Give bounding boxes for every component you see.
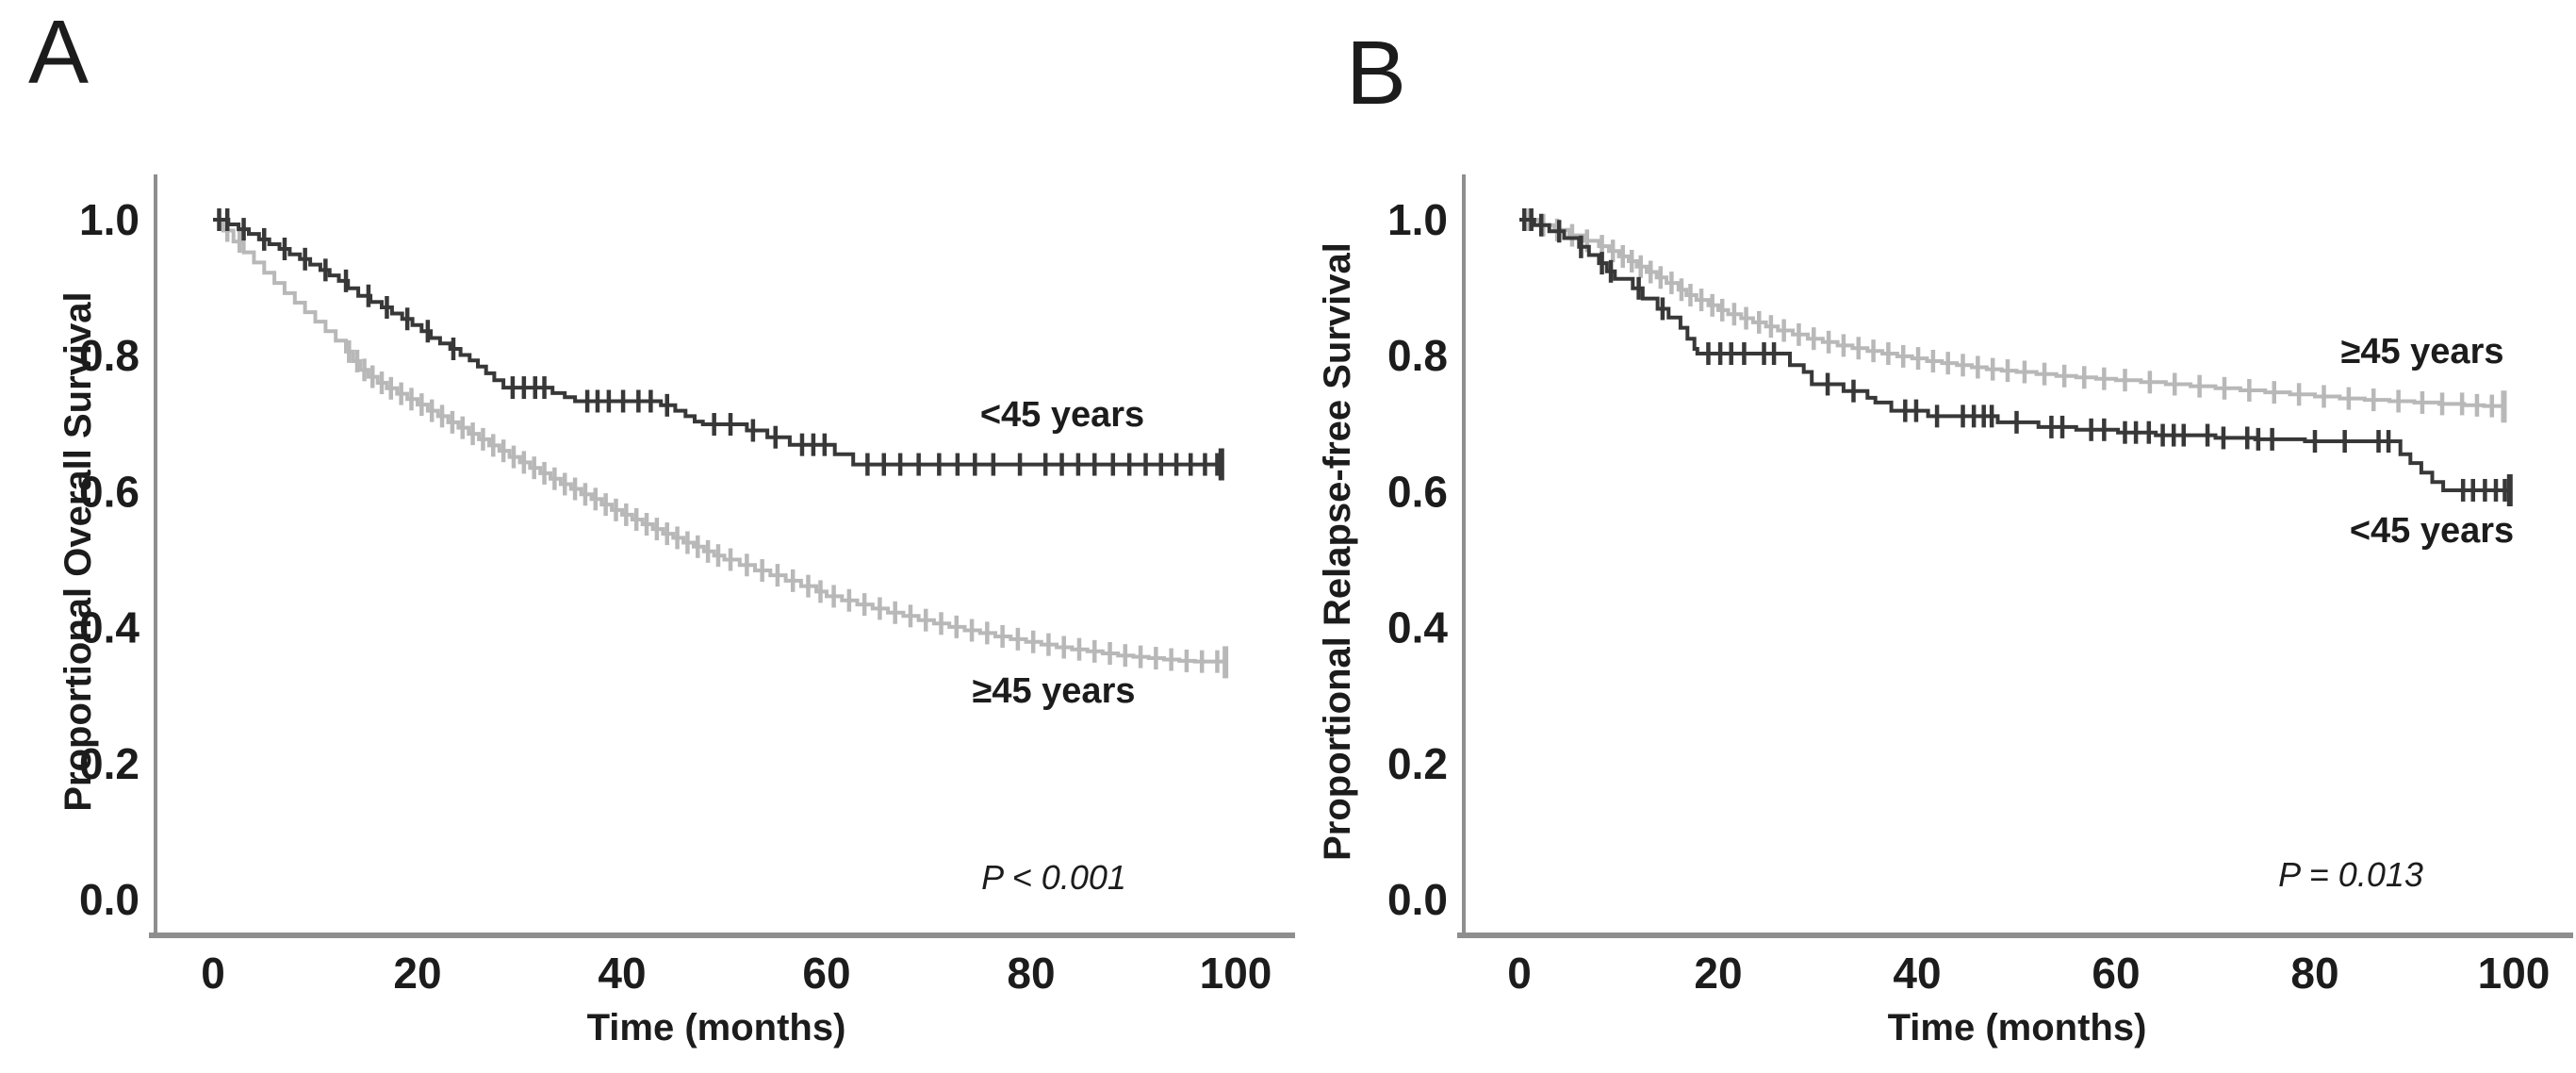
x-tick-label: 40 <box>1893 949 1941 998</box>
y-tick-label: 0.4 <box>79 603 139 652</box>
x-tick-label: 0 <box>201 949 225 998</box>
panel-a-letter: A <box>28 2 89 103</box>
x-tick-label: 40 <box>598 949 646 998</box>
panel-b-group-label-over45: ≥45 years <box>2340 332 2503 371</box>
survival-curve-over45 <box>213 218 1228 664</box>
panel-a: A Proportional Overall Survival Time (mo… <box>28 2 1295 1048</box>
y-tick-label: 0.8 <box>1387 331 1448 380</box>
x-tick-label: 80 <box>2290 949 2338 998</box>
x-tick-label: 60 <box>802 949 850 998</box>
x-tick-label: 20 <box>1694 949 1742 998</box>
panel-b: B Proportional Relapse-free Survival Tim… <box>1317 23 2573 1048</box>
panel-b-group-label-under45: <45 years <box>2350 511 2514 551</box>
panel-b-x-axis-title: Time (months) <box>1888 1007 2147 1048</box>
panel-a-group-label-over45: ≥45 years <box>972 671 1135 711</box>
x-tick-label: 60 <box>2092 949 2140 998</box>
panel-b-plot-area: 1.0 0.8 0.6 0.4 0.2 0.0 0 20 40 60 80 100 <box>1387 174 2573 998</box>
x-tick-label: 100 <box>2478 949 2551 998</box>
y-tick-label: 0.0 <box>1387 875 1448 924</box>
panel-b-p-value: P = 0.013 <box>2278 855 2423 894</box>
panel-a-x-axis-title: Time (months) <box>587 1007 846 1048</box>
panel-b-y-axis-title: Proportional Relapse-free Survival <box>1317 242 1358 861</box>
y-tick-label: 1.0 <box>79 195 139 244</box>
y-tick-label: 0.6 <box>79 467 139 516</box>
panel-b-letter: B <box>1346 23 1406 124</box>
panel-a-p-value: P < 0.001 <box>981 858 1126 897</box>
x-tick-label: 20 <box>393 949 441 998</box>
y-tick-label: 1.0 <box>1387 195 1448 244</box>
y-tick-label: 0.2 <box>79 739 139 788</box>
x-tick-label: 0 <box>1507 949 1532 998</box>
panel-a-y-axis-title: Proportional Overall Survival <box>57 291 99 811</box>
y-tick-label: 0.8 <box>79 331 139 380</box>
survival-curve-under45 <box>213 218 1222 467</box>
panel-a-group-label-under45: <45 years <box>980 395 1144 435</box>
y-tick-label: 0.0 <box>79 875 139 924</box>
x-tick-label: 100 <box>1200 949 1272 998</box>
y-tick-label: 0.2 <box>1387 739 1448 788</box>
y-tick-label: 0.6 <box>1387 467 1448 516</box>
panel-a-plot-area: 1.0 0.8 0.6 0.4 0.2 0.0 0 20 40 60 80 100 <box>79 174 1295 998</box>
x-tick-label: 80 <box>1007 949 1055 998</box>
y-tick-label: 0.4 <box>1387 603 1448 652</box>
